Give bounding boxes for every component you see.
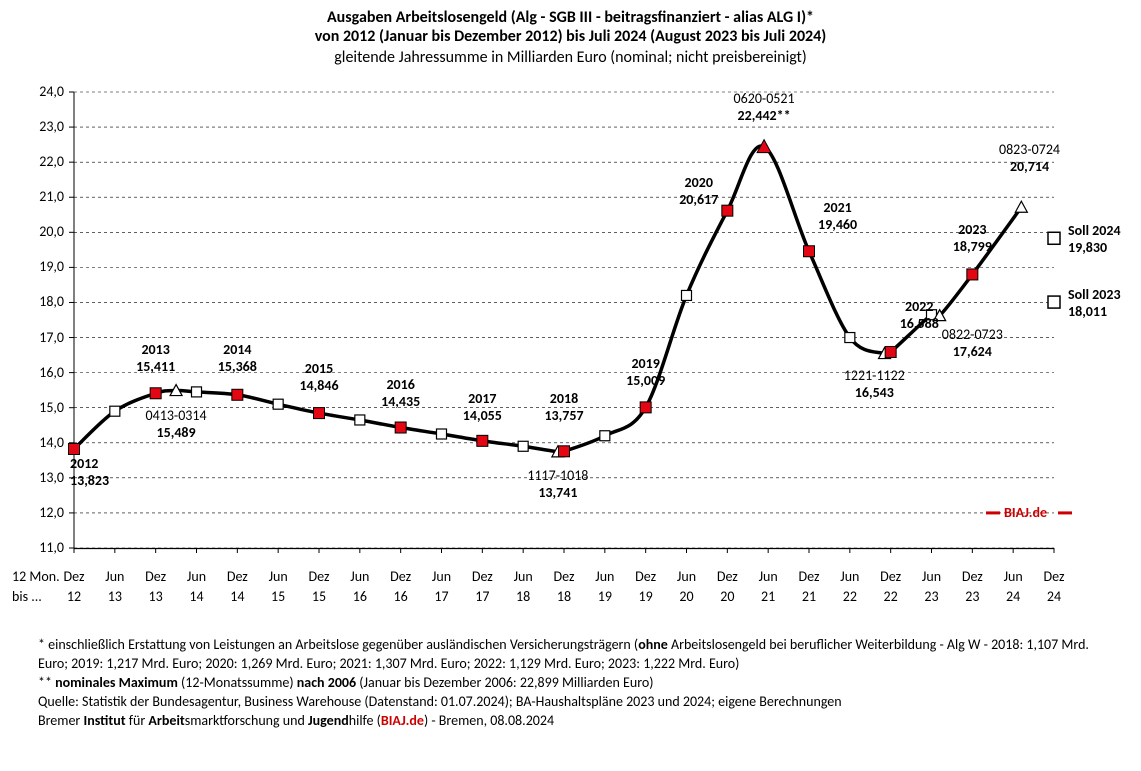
x-axis-prefix-bottom: bis ... (12, 588, 42, 605)
data-label: 201915,009 (586, 355, 706, 389)
x-tick-label-month: Jun (340, 568, 380, 585)
x-tick-label-year: 18 (544, 588, 584, 605)
data-label: 1117-101813,741 (498, 467, 618, 501)
footnote-star1: * einschließlich Erstattung von Leistung… (38, 636, 1108, 674)
x-tick-label-year: 21 (789, 588, 829, 605)
y-tick-label: 12,0 (0, 504, 64, 521)
x-tick-label-year: 20 (667, 588, 707, 605)
x-tick-label-year: 17 (422, 588, 462, 605)
soll-label: Soll 202419,830 (1068, 222, 1121, 256)
y-tick-label: 16,0 (0, 364, 64, 381)
y-tick-label: 19,0 (0, 258, 64, 275)
y-tick-label: 17,0 (0, 329, 64, 346)
x-tick-label-year: 16 (340, 588, 380, 605)
x-axis-prefix-top: 12 Mon. (12, 568, 60, 585)
x-tick-label-year: 16 (381, 588, 421, 605)
x-tick-label-month: Dez (1034, 568, 1074, 585)
footnote-star2: ** nominales Maximum (12-Monatssumme) na… (38, 674, 1108, 693)
data-label: 201213,823 (70, 455, 109, 489)
soll-label: Soll 202318,011 (1068, 286, 1121, 320)
chart-container: Ausgaben Arbeitslosengeld (Alg - SGB III… (0, 0, 1141, 771)
x-tick-label-month: Dez (544, 568, 584, 585)
y-tick-label: 22,0 (0, 153, 64, 170)
biaj-watermark: BIAJ.de (1004, 504, 1047, 521)
x-tick-label-month: Dez (626, 568, 666, 585)
data-label: 0822-072317,624 (912, 326, 1032, 360)
x-tick-label-month: Jun (912, 568, 952, 585)
data-label: 202318,799 (912, 221, 1032, 255)
y-tick-label: 13,0 (0, 469, 64, 486)
x-tick-label-year: 18 (503, 588, 543, 605)
data-label: 202020,617 (639, 174, 759, 208)
x-tick-label-month: Dez (136, 568, 176, 585)
y-tick-label: 24,0 (0, 83, 64, 100)
x-tick-label-year: 15 (299, 588, 339, 605)
x-tick-label-year: 23 (912, 588, 952, 605)
x-tick-label-year: 14 (177, 588, 217, 605)
x-tick-label-year: 19 (626, 588, 666, 605)
x-tick-label-year: 21 (748, 588, 788, 605)
x-tick-label-year: 24 (993, 588, 1033, 605)
x-tick-label-month: Dez (871, 568, 911, 585)
x-tick-label-year: 19 (585, 588, 625, 605)
x-tick-label-month: Jun (667, 568, 707, 585)
data-label: 0620-052122,442** (704, 90, 824, 124)
x-tick-label-year: 17 (462, 588, 502, 605)
x-tick-label-month: Jun (177, 568, 217, 585)
x-tick-label-month: Jun (585, 568, 625, 585)
x-tick-label-month: Dez (462, 568, 502, 585)
y-tick-label: 11,0 (0, 539, 64, 556)
x-tick-label-year: 12 (54, 588, 94, 605)
data-label: 202119,460 (778, 199, 898, 233)
data-label: 1221-112216,543 (814, 367, 934, 401)
x-tick-label-month: Dez (789, 568, 829, 585)
y-tick-label: 20,0 (0, 223, 64, 240)
y-tick-label: 15,0 (0, 399, 64, 416)
x-tick-label-year: 15 (258, 588, 298, 605)
data-label: 0823-072420,714 (970, 141, 1090, 175)
x-tick-label-year: 14 (217, 588, 257, 605)
x-tick-label-year: 22 (871, 588, 911, 605)
data-label: 201813,757 (504, 390, 624, 424)
x-tick-label-month: Jun (422, 568, 462, 585)
y-tick-label: 14,0 (0, 434, 64, 451)
x-tick-label-month: Dez (381, 568, 421, 585)
x-tick-label-month: Dez (217, 568, 257, 585)
x-tick-label-month: Dez (952, 568, 992, 585)
y-tick-label: 21,0 (0, 188, 64, 205)
x-tick-label-year: 13 (136, 588, 176, 605)
x-tick-label-month: Jun (95, 568, 135, 585)
y-tick-label: 18,0 (0, 293, 64, 310)
x-tick-label-month: Dez (707, 568, 747, 585)
x-tick-label-year: 23 (952, 588, 992, 605)
x-tick-label-year: 22 (830, 588, 870, 605)
y-tick-label: 23,0 (0, 118, 64, 135)
footnote-quelle: Quelle: Statistik der Bundesagentur, Bus… (38, 693, 1108, 712)
x-tick-label-month: Jun (503, 568, 543, 585)
x-tick-label-year: 13 (95, 588, 135, 605)
x-tick-label-month: Jun (830, 568, 870, 585)
footnotes: * einschließlich Erstattung von Leistung… (38, 636, 1108, 730)
x-tick-label-year: 24 (1034, 588, 1074, 605)
x-tick-label-year: 20 (707, 588, 747, 605)
x-tick-label-month: Jun (258, 568, 298, 585)
x-tick-label-month: Jun (748, 568, 788, 585)
x-tick-label-month: Dez (54, 568, 94, 585)
x-tick-label-month: Jun (993, 568, 1033, 585)
footnote-bremer: Bremer Institut für Arbeitsmarktforschun… (38, 712, 1108, 731)
x-tick-label-month: Dez (299, 568, 339, 585)
data-label: 0413-031415,489 (116, 407, 236, 441)
